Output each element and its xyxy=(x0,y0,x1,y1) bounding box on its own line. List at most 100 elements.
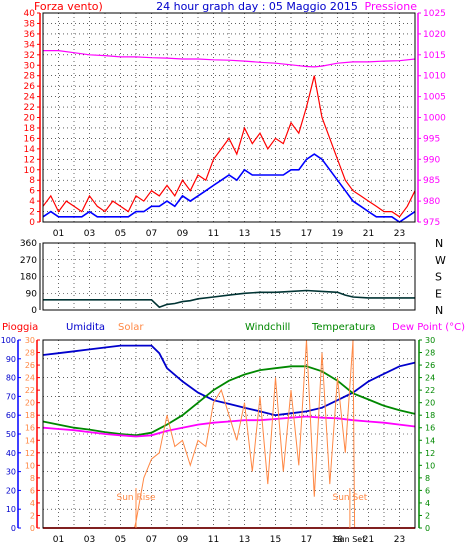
tick-label-temp: 2 xyxy=(425,511,430,520)
tick-label-hour: 11 xyxy=(208,229,219,239)
tick-label-compass: N xyxy=(435,304,443,317)
tick-label-humidity: 30 xyxy=(6,468,16,477)
tick-label-temp: 14 xyxy=(425,436,435,445)
tick-label-rain: 4 xyxy=(30,499,35,508)
tick-label-temp: 20 xyxy=(425,399,435,408)
tick-label-hour: 19 xyxy=(332,535,344,545)
tick-label-wind: 6 xyxy=(29,187,35,197)
series-wind_avg xyxy=(42,153,416,223)
tick-label-wind: 20 xyxy=(24,114,36,124)
tick-label-wind: 30 xyxy=(24,61,36,71)
tick-label-rain: 18 xyxy=(25,411,35,420)
tick-label-temp: 8 xyxy=(425,474,430,483)
tick-label-humidity: 0 xyxy=(11,524,16,533)
tick-label-sunset: Sun Set xyxy=(334,535,365,544)
tick-label-degrees: 270 xyxy=(20,256,37,266)
tick-label-pressure: 975 xyxy=(423,218,440,228)
tick-label-wind: 14 xyxy=(24,145,36,155)
tick-label-hour: 05 xyxy=(115,535,126,545)
tick-label-rain: 2 xyxy=(30,511,35,520)
tick-label-hour: 17 xyxy=(301,535,312,545)
tick-label-humidity: 50 xyxy=(6,430,16,439)
tick-label-wind: 2 xyxy=(29,208,35,218)
tick-label-compass: W xyxy=(435,254,446,267)
tick-label-hour: 15 xyxy=(270,229,281,239)
tick-label-hour: 13 xyxy=(239,229,250,239)
tick-label-degrees: 360 xyxy=(20,239,37,249)
tick-label-hour: 19 xyxy=(332,229,344,239)
tick-label-wind: 0 xyxy=(29,218,35,228)
tick-label-hour: 17 xyxy=(301,229,312,239)
tick-label-temp: 30 xyxy=(425,336,435,345)
tick-label-wind: 22 xyxy=(24,103,35,113)
tick-label-hour: 23 xyxy=(394,229,405,239)
tick-label-wind: 40 xyxy=(24,9,36,19)
tick-label-rain: 6 xyxy=(30,486,35,495)
legend-item: Umidita xyxy=(66,322,105,333)
chart-title: 24 hour graph day : 05 Maggio 2015 xyxy=(156,0,358,13)
tick-label-degrees: 180 xyxy=(20,273,37,283)
series-wind xyxy=(42,75,416,218)
tick-label-hour: 23 xyxy=(394,535,405,545)
tick-label-hour: 03 xyxy=(84,535,95,545)
tick-label-humidity: 60 xyxy=(6,411,16,420)
tick-label-pressure: 1010 xyxy=(423,72,446,82)
tick-label-wind: 38 xyxy=(24,19,36,29)
legend-item: Temperatura xyxy=(311,322,376,333)
frame-weather-panel xyxy=(42,339,416,529)
tick-label-temp: 26 xyxy=(425,361,435,370)
tick-label-degrees: 90 xyxy=(26,289,38,299)
tick-label-hour: 01 xyxy=(53,535,64,545)
tick-label-pressure: 1015 xyxy=(423,51,446,61)
legend-item: Dew Point (°C) xyxy=(392,322,465,333)
tick-label-humidity: 40 xyxy=(6,449,16,458)
tick-label-wind: 10 xyxy=(24,166,36,176)
tick-label-temp: 10 xyxy=(425,461,435,470)
tick-label-wind: 28 xyxy=(24,72,36,82)
tick-label-rain: 22 xyxy=(25,386,35,395)
tick-label-temp: 12 xyxy=(425,449,435,458)
tick-label-hour: 01 xyxy=(53,229,64,239)
tick-label-compass: N xyxy=(435,237,443,250)
tick-label-compass: S xyxy=(435,271,442,284)
tick-label-temp: 28 xyxy=(425,349,435,358)
tick-label-hour: 07 xyxy=(146,535,157,545)
tick-label-hour: 21 xyxy=(363,229,374,239)
tick-label-wind: 32 xyxy=(24,51,35,61)
tick-label-rain: 10 xyxy=(25,461,35,470)
header-left-label: Forza vento) xyxy=(34,0,103,13)
tick-label-pressure: 990 xyxy=(423,155,440,165)
tick-label-rain: 24 xyxy=(25,374,35,383)
tick-label-hour: 03 xyxy=(84,229,95,239)
tick-label-temp: 16 xyxy=(425,424,435,433)
tick-label-humidity: 20 xyxy=(6,486,16,495)
tick-label-compass: E xyxy=(435,287,442,300)
tick-label-degrees: 0 xyxy=(31,306,37,316)
tick-label-pressure: 1025 xyxy=(423,9,446,19)
tick-label-hour: 09 xyxy=(177,229,189,239)
tick-label-wind: 8 xyxy=(29,176,35,186)
tick-label-wind: 36 xyxy=(24,30,36,40)
tick-label-hour: 05 xyxy=(115,229,126,239)
frame-wind-panel xyxy=(42,12,416,223)
series-pressure xyxy=(43,49,416,68)
tick-label-wind: 34 xyxy=(24,40,36,50)
tick-label-rain: 12 xyxy=(25,449,35,458)
tick-label-temp: 18 xyxy=(425,411,435,420)
tick-label-pressure: 995 xyxy=(423,134,440,144)
tick-label-rain: 16 xyxy=(25,424,35,433)
series-dew_point xyxy=(42,415,416,438)
legend-item: Windchill xyxy=(245,322,290,333)
sun-marker-label: Sun Rise xyxy=(117,493,156,503)
tick-label-hour: 07 xyxy=(146,229,157,239)
tick-label-humidity: 90 xyxy=(6,355,16,364)
tick-label-humidity: 100 xyxy=(1,336,16,345)
tick-label-hour: 15 xyxy=(270,535,281,545)
legend-item: Pioggia xyxy=(2,322,38,333)
tick-label-temp: 6 xyxy=(425,486,430,495)
tick-label-wind: 24 xyxy=(24,93,36,103)
tick-label-wind: 4 xyxy=(29,197,35,207)
tick-label-hour: 13 xyxy=(239,535,250,545)
tick-label-hour: 21 xyxy=(363,535,374,545)
